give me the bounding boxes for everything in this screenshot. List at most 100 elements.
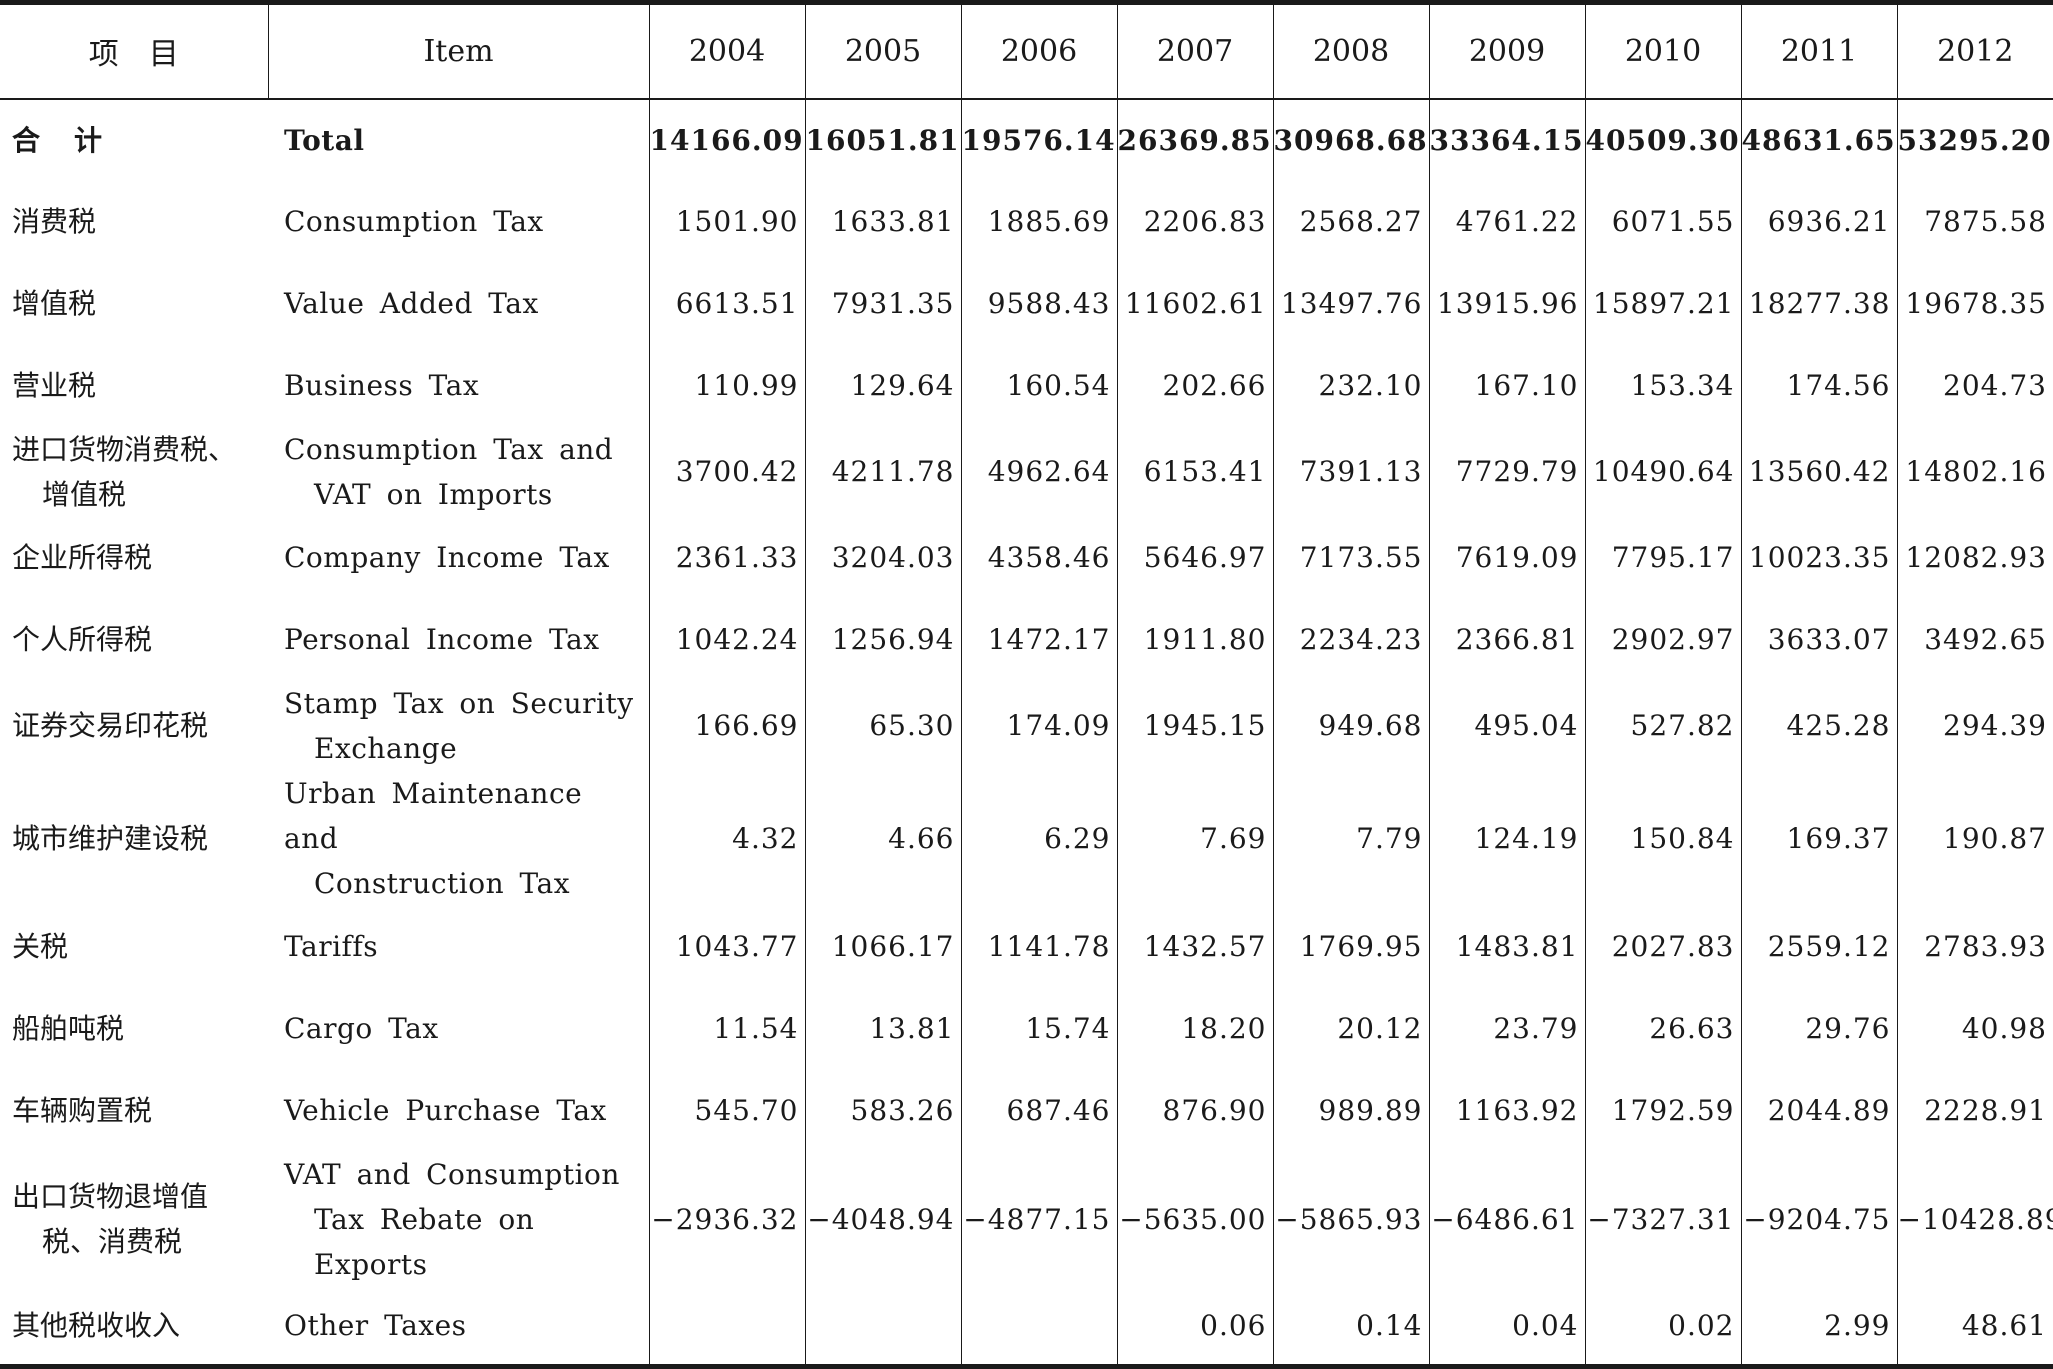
- value-cell: 2361.33: [648, 516, 805, 599]
- header-year: 2005: [804, 0, 961, 100]
- value-cell: 13.81: [804, 987, 961, 1070]
- value-cell: 7795.17: [1584, 516, 1741, 599]
- value-cell: [648, 1286, 805, 1369]
- header-year: 2012: [1896, 0, 2053, 100]
- value-cell: 2206.83: [1116, 180, 1273, 263]
- total-row: 合计 Total 14166.09 16051.81 19576.14 26369.85 3…: [0, 98, 2053, 181]
- item-cn-cell: 企业所得税: [0, 517, 268, 599]
- item-en-text: VAT on Imports: [314, 477, 553, 511]
- value-cell: 11.54: [648, 987, 805, 1070]
- header-item-en: Item: [267, 0, 649, 100]
- value-cell: 202.66: [1116, 344, 1273, 427]
- item-cn-text: 增值税: [12, 287, 97, 320]
- item-cn-text: 消费税: [12, 205, 97, 238]
- value-cell: 1792.59: [1584, 1069, 1741, 1152]
- item-cn-text: 税、消费税: [42, 1225, 183, 1258]
- header-year: 2010: [1584, 0, 1741, 100]
- value-cell: 7619.09: [1428, 516, 1585, 599]
- value-cell: 1163.92: [1428, 1069, 1585, 1152]
- value-cell: 110.99: [648, 344, 805, 427]
- item-en-text: Other Taxes: [284, 1308, 467, 1342]
- header-item-cn: 项目: [0, 0, 268, 100]
- table-row: 增值税 Value Added Tax 6613.51 7931.35 9588.43 1…: [0, 262, 2053, 345]
- item-cn-cell: 营业税: [0, 345, 268, 427]
- value-cell: 150.84: [1584, 770, 1741, 906]
- table-row: 其他税收收入 Other Taxes 0.06 0.14 0.04 0.02 2.99 48.…: [0, 1286, 2053, 1369]
- value-cell: 0.02: [1584, 1286, 1741, 1369]
- header-year: 2004: [648, 0, 805, 100]
- item-en-cell: Personal Income Tax: [268, 599, 649, 681]
- value-cell: 166.69: [648, 680, 805, 771]
- value-cell: 26.63: [1584, 987, 1741, 1070]
- item-en-cell: VAT and Consumption Tax Rebate on Exports: [268, 1152, 649, 1287]
- value-cell: 9588.43: [960, 262, 1117, 345]
- header-year: 2006: [960, 0, 1117, 100]
- value-cell: 5646.97: [1116, 516, 1273, 599]
- value-cell: 13560.42: [1740, 426, 1897, 517]
- item-cn-cell: 消费税: [0, 181, 268, 263]
- item-cn-cell: 进口货物消费税、 增值税: [0, 427, 268, 517]
- item-cn-text: 城市维护建设税: [12, 821, 209, 855]
- value-cell: 10490.64: [1584, 426, 1741, 517]
- value-cell: 174.09: [960, 680, 1117, 771]
- value-cell: 4.66: [804, 770, 961, 906]
- item-cn-cell: 出口货物退增值 税、消费税: [0, 1152, 268, 1287]
- value-cell: 7173.55: [1272, 516, 1429, 599]
- value-cell: 1911.80: [1116, 598, 1273, 681]
- value-cell: 232.10: [1272, 344, 1429, 427]
- item-cn-text: 个人所得税: [12, 623, 153, 656]
- value-cell: 2568.27: [1272, 180, 1429, 263]
- value-cell: 1432.57: [1116, 905, 1273, 988]
- table-row: 证券交易印花税 Stamp Tax on Security Exchange 166.…: [0, 680, 2053, 771]
- value-cell: 4358.46: [960, 516, 1117, 599]
- item-en-text: Stamp Tax on Security: [284, 686, 634, 720]
- item-en-text: Consumption Tax: [284, 205, 544, 238]
- item-en-text: Cargo Tax: [284, 1012, 439, 1045]
- header-year: 2007: [1116, 0, 1273, 100]
- value-cell: 7875.58: [1896, 180, 2053, 263]
- item-en-text: Value Added Tax: [284, 287, 539, 320]
- value-cell: 29.76: [1740, 987, 1897, 1070]
- value-cell: 876.90: [1116, 1069, 1273, 1152]
- table-row: 关税 Tariffs 1043.77 1066.17 1141.78 1432.57 176…: [0, 905, 2053, 988]
- value-cell: 7391.13: [1272, 426, 1429, 517]
- value-cell: 1483.81: [1428, 905, 1585, 988]
- value-cell: −5865.93: [1272, 1151, 1429, 1287]
- item-en-cell: Value Added Tax: [268, 263, 649, 345]
- value-cell: 1256.94: [804, 598, 961, 681]
- value-cell: 16051.81: [804, 98, 961, 181]
- value-cell: 169.37: [1740, 770, 1897, 906]
- item-cn-cell: 关税: [0, 906, 268, 988]
- value-cell: 11602.61: [1116, 262, 1273, 345]
- value-cell: −6486.61: [1428, 1151, 1585, 1287]
- value-cell: 294.39: [1896, 680, 2053, 771]
- item-cn-text: 关税: [12, 930, 69, 963]
- value-cell: 20.12: [1272, 987, 1429, 1070]
- value-cell: 3633.07: [1740, 598, 1897, 681]
- item-cn-cell: 证券交易印花税: [0, 681, 268, 771]
- value-cell: 989.89: [1272, 1069, 1429, 1152]
- item-cn-cell: 个人所得税: [0, 599, 268, 681]
- item-cn-text: 进口货物消费税、: [12, 432, 237, 466]
- value-cell: 124.19: [1428, 770, 1585, 906]
- item-en-text: Consumption Tax and: [284, 432, 614, 466]
- value-cell: 7.69: [1116, 770, 1273, 906]
- value-cell: 1042.24: [648, 598, 805, 681]
- value-cell: 4.32: [648, 770, 805, 906]
- value-cell: 18277.38: [1740, 262, 1897, 345]
- item-en-text: Exchange: [314, 731, 458, 765]
- header-row: 项目 Item 2004 2005 2006 2007 2008 2009 20…: [0, 0, 2053, 100]
- item-en-text: Personal Income Tax: [284, 623, 600, 656]
- value-cell: 3492.65: [1896, 598, 2053, 681]
- value-cell: 65.30: [804, 680, 961, 771]
- value-cell: 19576.14: [960, 98, 1117, 181]
- item-cn-cell: 城市维护建设税: [0, 771, 268, 906]
- item-en-text: Construction Tax: [314, 866, 571, 900]
- value-cell: 153.34: [1584, 344, 1741, 427]
- item-en-cell: Vehicle Purchase Tax: [268, 1070, 649, 1152]
- value-cell: 1633.81: [804, 180, 961, 263]
- value-cell: 2.99: [1740, 1286, 1897, 1369]
- value-cell: 0.04: [1428, 1286, 1585, 1369]
- item-en-cell: Company Income Tax: [268, 517, 649, 599]
